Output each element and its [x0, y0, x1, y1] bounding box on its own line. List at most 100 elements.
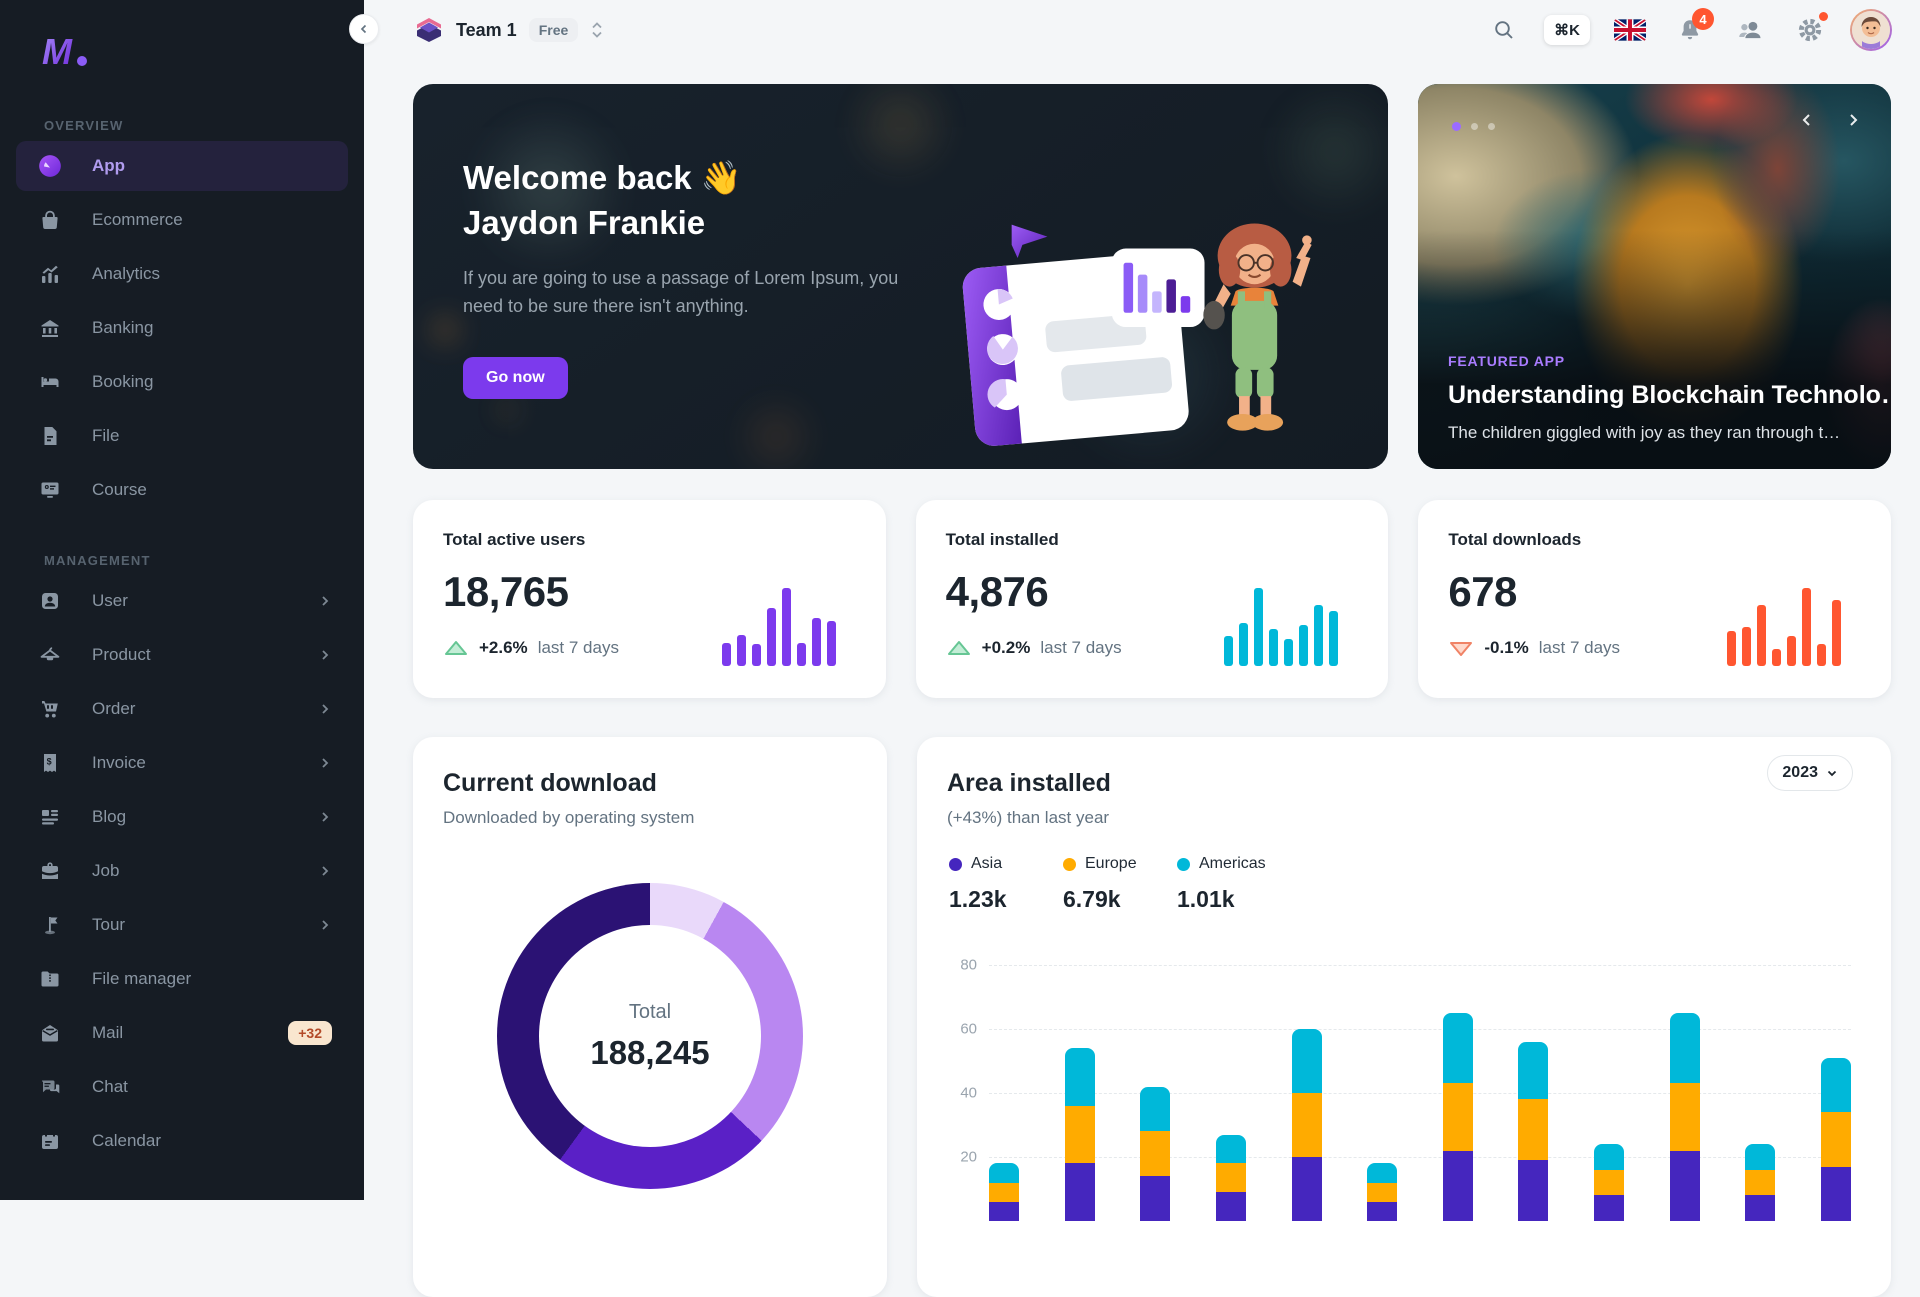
- stacked-bar[interactable]: [1745, 1144, 1776, 1221]
- spark-bar: [751, 644, 761, 666]
- app-logo[interactable]: M: [38, 26, 90, 78]
- svg-text:$: $: [47, 757, 52, 767]
- sidebar-item-label: User: [92, 591, 128, 610]
- carousel-prev-button[interactable]: [1795, 108, 1819, 135]
- year-dropdown[interactable]: 2023: [1767, 755, 1853, 791]
- legend-label: Europe: [1085, 855, 1137, 872]
- carousel-arrows: [1795, 108, 1865, 135]
- stacked-bar-chart: 80 60 40 20: [960, 957, 1851, 1221]
- bar-segment-europe: [1367, 1182, 1398, 1202]
- carousel-dot[interactable]: [1488, 123, 1495, 130]
- area-installed-title: Area installed: [947, 769, 1111, 797]
- contacts-button[interactable]: [1730, 10, 1770, 50]
- spark-bar: [1284, 638, 1294, 666]
- logo-icon: M: [42, 31, 87, 72]
- bar-segment-europe: [1594, 1169, 1625, 1196]
- paper-plane-icon: [1011, 224, 1048, 258]
- featured-title[interactable]: Understanding Blockchain Technolo…: [1448, 381, 1891, 409]
- sidebar-item-invoice[interactable]: $ Invoice: [16, 738, 348, 788]
- sidebar-item-chat[interactable]: Chat: [16, 1062, 348, 1112]
- gridline: [989, 1029, 1851, 1030]
- sidebar-item-order[interactable]: Order: [16, 684, 348, 734]
- gauge-icon: [36, 152, 64, 180]
- search-button[interactable]: [1484, 10, 1524, 50]
- sidebar-item-blog[interactable]: Blog: [16, 792, 348, 842]
- sidebar-item-banking[interactable]: Banking: [16, 303, 348, 353]
- sidebar-item-ecommerce[interactable]: Ecommerce: [16, 195, 348, 245]
- sidebar-item-calendar[interactable]: Calendar: [16, 1116, 348, 1166]
- analytics-chart-icon: [36, 260, 64, 288]
- stacked-bar[interactable]: [1821, 1057, 1851, 1221]
- gridline: [989, 1157, 1851, 1158]
- carousel-dot[interactable]: [1471, 123, 1478, 130]
- current-download-card: Current download Downloaded by operating…: [413, 737, 887, 1297]
- sidebar-collapse-button[interactable]: [349, 14, 379, 44]
- course-monitor-icon: [36, 476, 64, 504]
- bar-segment-europe: [1821, 1112, 1851, 1167]
- stacked-bar[interactable]: [1215, 1134, 1246, 1221]
- bar-segment-asia: [1215, 1192, 1246, 1221]
- sidebar-item-course[interactable]: Course: [16, 465, 348, 515]
- sidebar-item-label: Tour: [92, 915, 126, 934]
- page-content: Welcome back 👋 Jaydon Frankie If you are…: [364, 60, 1920, 1297]
- sidebar-item-label: Invoice: [92, 753, 146, 772]
- sidebar-item-analytics[interactable]: Analytics: [16, 249, 348, 299]
- donut-total-value: 188,245: [590, 1033, 710, 1071]
- stat-title: Total installed: [945, 530, 1059, 549]
- sidebar-item-job[interactable]: Job: [16, 846, 348, 896]
- bar-segment-americas: [1669, 1013, 1700, 1084]
- bar-segment-americas: [1745, 1144, 1776, 1170]
- keyboard-shortcut-chip[interactable]: ⌘K: [1544, 15, 1590, 45]
- stacked-bar[interactable]: [1291, 1029, 1322, 1221]
- bar-segment-europe: [1064, 1105, 1095, 1164]
- spark-bar: [1269, 628, 1279, 666]
- stacked-bar[interactable]: [1367, 1163, 1398, 1221]
- sidebar-item-app[interactable]: App: [16, 141, 348, 191]
- stat-delta: +0.2%: [981, 638, 1031, 657]
- chevron-left-icon: [360, 24, 367, 34]
- notifications-button[interactable]: 4: [1670, 8, 1714, 50]
- avatar[interactable]: [1850, 9, 1892, 51]
- legend-item-americas: Americas 1.01k: [1177, 855, 1266, 913]
- uk-flag-icon: [1614, 19, 1646, 41]
- spark-bar: [826, 620, 836, 666]
- sidebar-item-product[interactable]: Product: [16, 630, 348, 680]
- stacked-bar[interactable]: [1518, 1041, 1549, 1221]
- go-now-button[interactable]: Go now: [463, 356, 568, 399]
- bar-segment-americas: [989, 1163, 1019, 1183]
- main-area: Team 1 Free ⌘K 4: [364, 0, 1920, 1297]
- sidebar-item-user[interactable]: User: [16, 576, 348, 626]
- stat-delta: +2.6%: [479, 638, 528, 657]
- y-axis-tick: 80: [960, 956, 977, 974]
- carousel-dot-active[interactable]: [1452, 122, 1461, 131]
- stacked-bar[interactable]: [1140, 1086, 1171, 1221]
- folder-icon: [36, 965, 64, 993]
- settings-button[interactable]: [1790, 10, 1830, 50]
- stacked-bar[interactable]: [1669, 1013, 1700, 1221]
- stats-row: Total active users 18,765 +2.6% last 7 d…: [413, 500, 1892, 698]
- stacked-bar[interactable]: [989, 1163, 1019, 1221]
- stacked-bar[interactable]: [1594, 1144, 1625, 1221]
- sidebar-item-booking[interactable]: Booking: [16, 357, 348, 407]
- bar-segment-asia: [989, 1201, 1019, 1221]
- sidebar-item-file[interactable]: File: [16, 411, 348, 461]
- invoice-receipt-icon: $: [36, 749, 64, 777]
- stat-card-installed: Total installed 4,876 +0.2% last 7 days: [915, 500, 1389, 698]
- bar-segment-americas: [1215, 1134, 1246, 1164]
- chevron-right-icon: [318, 918, 332, 932]
- user-icon: [36, 587, 64, 615]
- y-axis-tick: 40: [960, 1084, 977, 1102]
- current-download-subtitle: Downloaded by operating system: [443, 808, 695, 827]
- workspace-switcher[interactable]: Team 1 Free: [414, 15, 604, 45]
- sidebar-item-file-manager[interactable]: File manager: [16, 954, 348, 1004]
- language-button[interactable]: [1610, 10, 1650, 50]
- sidebar-item-tour[interactable]: Tour: [16, 900, 348, 950]
- stat-period: last 7 days: [1538, 638, 1621, 657]
- featured-app-card[interactable]: FEATURED APP Understanding Blockchain Te…: [1418, 84, 1891, 469]
- stacked-bar[interactable]: [1064, 1048, 1095, 1221]
- carousel-next-button[interactable]: [1841, 108, 1865, 135]
- bar-segment-asia: [1291, 1157, 1322, 1221]
- sidebar-item-label: File manager: [92, 969, 192, 988]
- stacked-bar[interactable]: [1442, 1013, 1473, 1221]
- sidebar-item-mail[interactable]: Mail +32: [16, 1008, 348, 1058]
